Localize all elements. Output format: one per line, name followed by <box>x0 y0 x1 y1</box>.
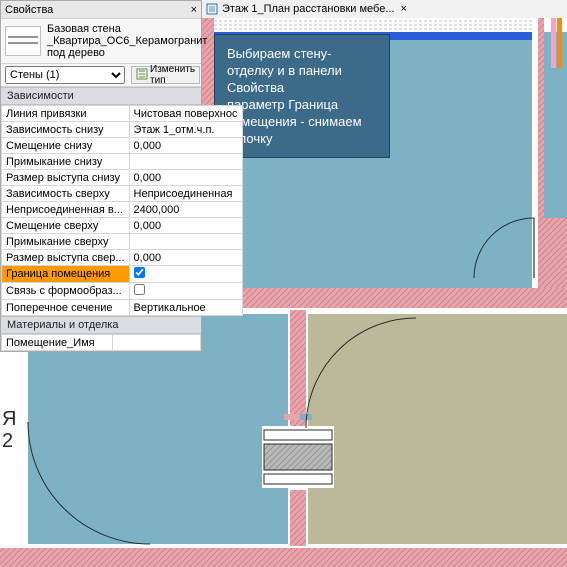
property-name: Связь с формообраз... <box>2 283 130 300</box>
property-value[interactable]: Чистовая поверхнос <box>129 106 242 122</box>
materials-table: Помещение_Имя <box>1 334 201 351</box>
property-name: Размер выступа свер... <box>2 250 130 266</box>
plan-view-icon <box>206 3 218 15</box>
wall-type-thumb <box>5 26 41 56</box>
property-name: Линия привязки <box>2 106 130 122</box>
properties-panel: Свойства × Базовая стена _Квартира_ОС6_К… <box>0 0 202 352</box>
property-value[interactable]: 2400,000 <box>129 202 242 218</box>
property-value[interactable] <box>113 335 201 351</box>
property-name: Неприсоединенная в... <box>2 202 130 218</box>
property-name: Примыкание снизу <box>2 154 130 170</box>
property-name: Помещение_Имя <box>2 335 113 351</box>
property-row[interactable]: Линия привязкиЧистовая поверхнос <box>2 106 243 122</box>
axis-label-2: 2 <box>2 430 16 452</box>
axis-label: Я 2 <box>2 408 16 452</box>
property-name: Размер выступа снизу <box>2 170 130 186</box>
property-row[interactable]: Примыкание сверху <box>2 234 243 250</box>
property-value[interactable]: 0,000 <box>129 218 242 234</box>
property-row[interactable]: Связь с формообраз... <box>2 283 243 300</box>
property-row[interactable]: Граница помещения <box>2 266 243 283</box>
property-name: Примыкание сверху <box>2 234 130 250</box>
property-row[interactable]: Смещение снизу0,000 <box>2 138 243 154</box>
close-icon[interactable]: × <box>401 3 407 15</box>
property-value[interactable] <box>129 154 242 170</box>
property-row[interactable]: Неприсоединенная в...2400,000 <box>2 202 243 218</box>
property-value[interactable]: 0,000 <box>129 170 242 186</box>
property-value[interactable]: Неприсоединенная <box>129 186 242 202</box>
property-row[interactable]: Зависимость сверхуНеприсоединенная <box>2 186 243 202</box>
property-row[interactable]: Поперечное сечениеВертикальное <box>2 300 243 316</box>
property-name: Зависимость сверху <box>2 186 130 202</box>
close-icon[interactable]: × <box>191 4 197 16</box>
edit-type-button[interactable]: Изменить тип <box>131 66 200 84</box>
category-selector[interactable]: Стены (1) <box>5 66 125 84</box>
property-row[interactable]: Зависимость снизуЭтаж 1_отм.ч.п. <box>2 122 243 138</box>
property-name: Поперечное сечение <box>2 300 130 316</box>
edit-type-icon <box>136 68 148 83</box>
property-value[interactable]: Вертикальное <box>129 300 242 316</box>
callout-text: Выбираем стену-отделку и в панели Свойст… <box>227 45 377 147</box>
group-constraints-header: Зависимости <box>1 87 201 105</box>
group-materials-header: Материалы и отделка <box>1 316 201 334</box>
property-name: Зависимость снизу <box>2 122 130 138</box>
property-row[interactable]: Размер выступа снизу0,000 <box>2 170 243 186</box>
property-checkbox[interactable] <box>134 284 145 295</box>
property-value[interactable] <box>129 283 242 300</box>
type-label: Базовая стена _Квартира_ОС6_Керамогранит… <box>47 23 207 59</box>
edit-type-label: Изменить тип <box>150 64 195 86</box>
type-family-label: Базовая стена <box>47 23 207 35</box>
property-name: Смещение сверху <box>2 218 130 234</box>
property-row[interactable]: Смещение сверху0,000 <box>2 218 243 234</box>
type-name-label: _Квартира_ОС6_Керамогранит под дерево <box>47 35 207 59</box>
property-row[interactable]: Размер выступа свер...0,000 <box>2 250 243 266</box>
panel-titlebar: Свойства × <box>1 1 201 19</box>
view-tab[interactable]: Этаж 1_План расстановки мебе... × <box>202 0 567 18</box>
properties-table: Линия привязкиЧистовая поверхносЗависимо… <box>1 105 243 316</box>
property-checkbox[interactable] <box>134 267 145 278</box>
property-value[interactable]: 0,000 <box>129 250 242 266</box>
view-tab-label: Этаж 1_План расстановки мебе... <box>222 3 395 15</box>
property-value[interactable] <box>129 234 242 250</box>
property-value[interactable]: 0,000 <box>129 138 242 154</box>
type-selector-block[interactable]: Базовая стена _Квартира_ОС6_Керамогранит… <box>1 19 201 64</box>
property-value[interactable] <box>129 266 242 283</box>
panel-title: Свойства <box>5 4 53 16</box>
property-row[interactable]: Примыкание снизу <box>2 154 243 170</box>
property-row[interactable]: Помещение_Имя <box>2 335 201 351</box>
property-value[interactable]: Этаж 1_отм.ч.п. <box>129 122 242 138</box>
property-name: Смещение снизу <box>2 138 130 154</box>
axis-label-1: Я <box>2 408 16 430</box>
property-name: Граница помещения <box>2 266 130 283</box>
